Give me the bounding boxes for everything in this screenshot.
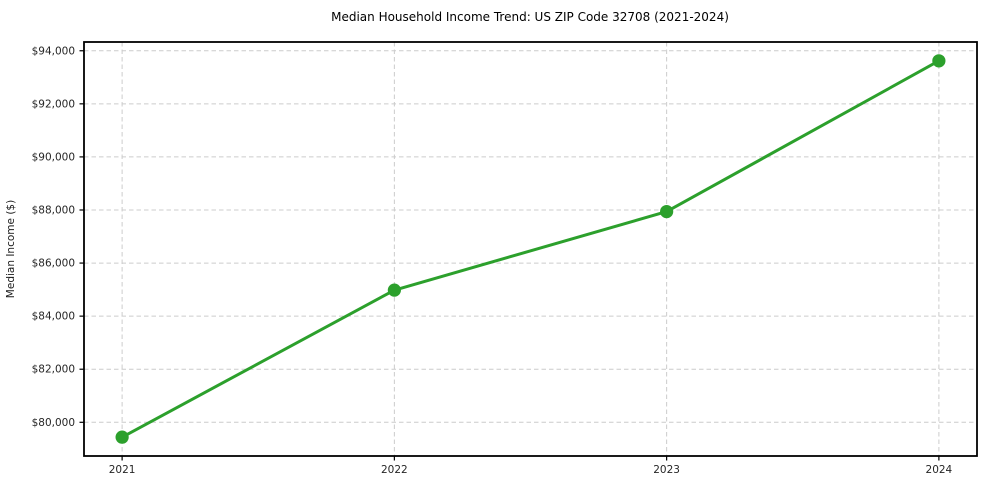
- y-tick-label: $88,000: [32, 204, 75, 216]
- y-axis-label: Median Income ($): [5, 200, 17, 298]
- grid-layer: [84, 42, 977, 456]
- y-tick-label: $80,000: [32, 417, 75, 429]
- x-tick-label: 2022: [381, 464, 408, 476]
- series-layer: [115, 54, 946, 444]
- x-tick-label: 2024: [926, 464, 953, 476]
- data-point-2021: [115, 430, 129, 444]
- x-tick-label: 2023: [653, 464, 680, 476]
- y-tick-label: $90,000: [32, 151, 75, 163]
- axis-layer: $80,000 $82,000 $84,000 $86,000 $88,000 $90,0…: [32, 41, 978, 476]
- y-tick-label: $84,000: [32, 311, 75, 323]
- y-tick-label: $94,000: [32, 45, 75, 57]
- data-point-2022: [387, 283, 401, 297]
- y-tick-label: $92,000: [32, 98, 75, 110]
- y-tick-label: $82,000: [32, 364, 75, 376]
- x-tick-label: 2021: [109, 464, 136, 476]
- y-tick-label: $86,000: [32, 258, 75, 270]
- chart-title: Median Household Income Trend: US ZIP Co…: [331, 10, 729, 24]
- data-point-2024: [932, 54, 946, 68]
- trend-line: [120, 59, 941, 439]
- plot-border: [83, 41, 978, 457]
- data-point-2023: [660, 204, 674, 219]
